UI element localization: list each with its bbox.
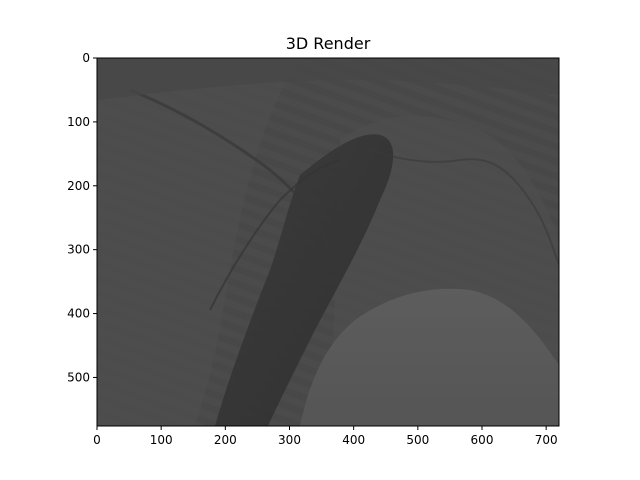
chart-title: 3D Render bbox=[286, 34, 371, 53]
y-tick-label: 500 bbox=[67, 370, 90, 384]
rendered-image bbox=[97, 58, 559, 426]
x-tick-label: 500 bbox=[406, 433, 429, 447]
x-tick-label: 300 bbox=[278, 433, 301, 447]
x-tick-label: 400 bbox=[342, 433, 365, 447]
x-tick-label: 200 bbox=[214, 433, 237, 447]
y-tick-label: 0 bbox=[82, 51, 90, 65]
x-tick-label: 100 bbox=[150, 433, 173, 447]
x-tick-label: 0 bbox=[93, 433, 101, 447]
y-tick-label: 200 bbox=[67, 179, 90, 193]
x-tick-label: 600 bbox=[471, 433, 494, 447]
x-tick-label: 700 bbox=[535, 433, 558, 447]
y-tick-label: 100 bbox=[67, 115, 90, 129]
y-tick-label: 300 bbox=[67, 243, 90, 257]
y-tick-label: 400 bbox=[67, 307, 90, 321]
